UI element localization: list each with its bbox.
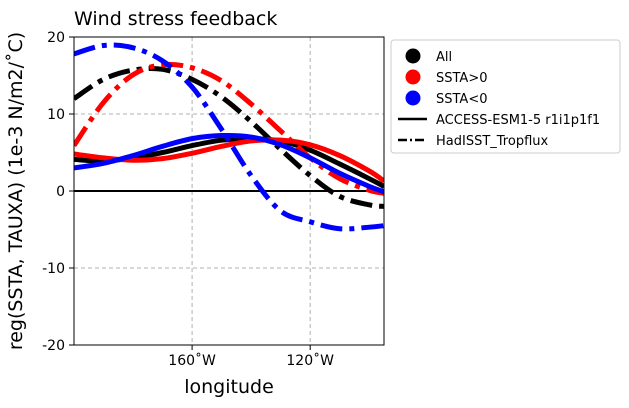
legend-marker-ssta-0 (405, 90, 421, 106)
chart-title: Wind stress feedback (74, 8, 277, 30)
legend: All SSTA>0 SSTA<0 ACCESS-ESM1-5 r1i1p1f1 Had… (390, 39, 621, 154)
y-tick-label-2: 0 (56, 184, 65, 200)
series-line-ssta-0-observed (74, 61, 384, 196)
series-line-ssta-0-model (74, 132, 384, 195)
legend-label-line-0: ACCESS-ESM1-5 r1i1p1f1 (436, 113, 600, 128)
series-line-all-observed (74, 65, 384, 209)
x-axis-label: longitude (184, 376, 274, 398)
legend-label-0: All (436, 50, 452, 65)
y-axis-label: reg(SSTA, TAUXA) (1e-3 N/m2/˚C) (5, 32, 27, 350)
legend-marker-all (405, 48, 421, 64)
y-tick-label-0: -20 (42, 338, 65, 354)
series-line-ssta-0-observed (74, 42, 384, 232)
legend-frame (390, 39, 621, 154)
y-tick-label-3: 10 (47, 107, 65, 123)
legend-marker-ssta-0 (405, 69, 421, 85)
y-tick-label-1: -10 (42, 261, 65, 277)
y-axis: -20 -10 0 10 20 (42, 30, 74, 354)
x-tick-label-1: 120˚W (286, 352, 334, 369)
legend-label-1: SSTA>0 (436, 71, 488, 86)
series-group (74, 42, 384, 232)
x-axis: 160˚W 120˚W (168, 345, 334, 369)
x-tick-label-0: 160˚W (168, 352, 216, 369)
legend-label-2: SSTA<0 (436, 92, 488, 107)
legend-label-line-1: HadISST_Tropflux (436, 134, 548, 149)
series-line-ssta-0-model (74, 137, 384, 184)
y-tick-label-4: 20 (47, 30, 65, 46)
